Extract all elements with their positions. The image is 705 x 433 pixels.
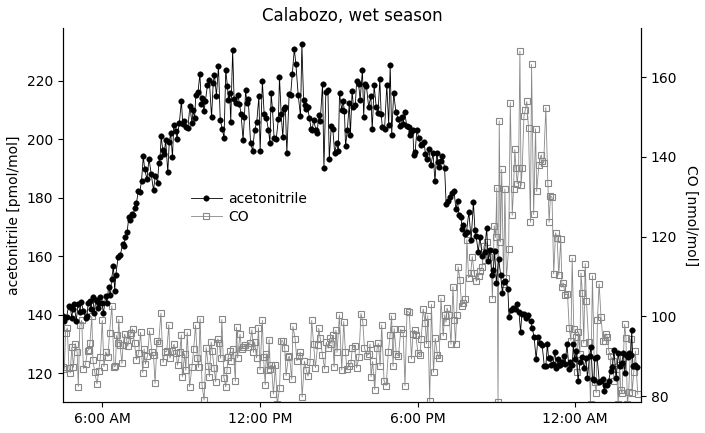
acetonitrile <box>620 371 629 376</box>
CO <box>183 330 192 335</box>
Legend: acetonitrile, CO: acetonitrile, CO <box>191 192 307 224</box>
CO <box>273 401 281 407</box>
CO <box>506 100 515 105</box>
acetonitrile <box>600 388 608 393</box>
acetonitrile <box>166 131 175 136</box>
acetonitrile <box>180 119 188 124</box>
acetonitrile <box>59 314 67 319</box>
acetonitrile <box>298 42 306 47</box>
acetonitrile <box>450 188 458 194</box>
Y-axis label: acetonitrile [pmol/mol]: acetonitrile [pmol/mol] <box>7 136 21 295</box>
Title: Calabozo, wet season: Calabozo, wet season <box>262 7 442 25</box>
CO <box>634 392 642 397</box>
acetonitrile <box>89 294 97 299</box>
CO <box>462 237 471 242</box>
acetonitrile <box>633 364 642 369</box>
CO <box>87 313 96 319</box>
CO <box>515 48 524 54</box>
CO <box>620 322 629 327</box>
acetonitrile <box>496 272 505 278</box>
CO <box>170 342 178 347</box>
Line: acetonitrile: acetonitrile <box>60 41 640 393</box>
Line: CO: CO <box>60 48 640 407</box>
Y-axis label: CO [nmol/mol]: CO [nmol/mol] <box>684 165 698 266</box>
CO <box>59 365 67 370</box>
